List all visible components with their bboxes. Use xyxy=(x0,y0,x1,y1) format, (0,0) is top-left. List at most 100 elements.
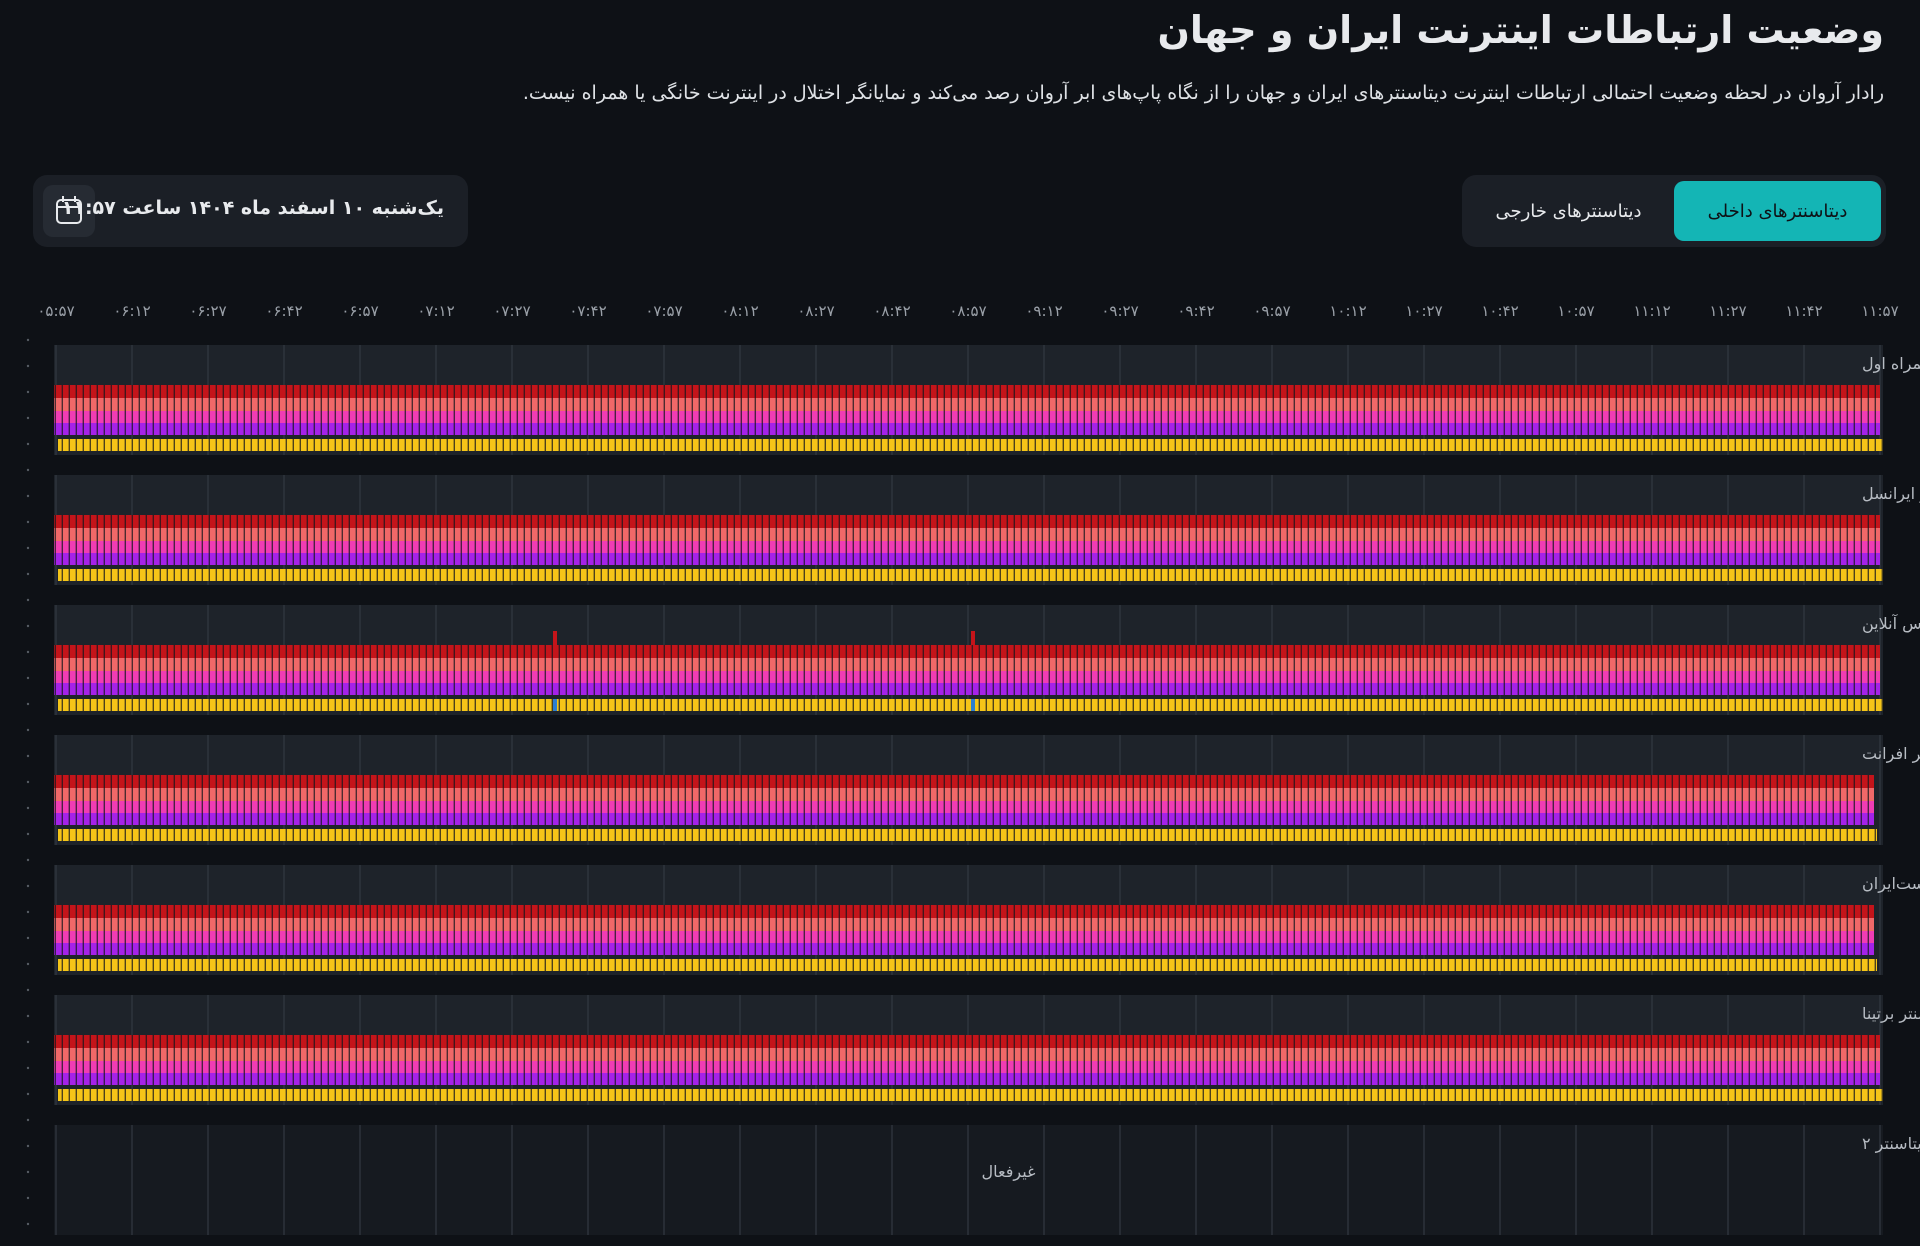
status-gaps xyxy=(54,905,1874,918)
row-label: تهران - دیتاسنتر ۲ xyxy=(1862,1134,1920,1154)
time-tick-label: ۰۷:۵۷ xyxy=(645,302,682,320)
axis-dot xyxy=(26,988,30,992)
row-label: تهران - دیتاسنتر هاست‌ایران xyxy=(1862,874,1920,894)
axis-dot xyxy=(26,884,30,888)
status-gaps xyxy=(58,1089,1883,1101)
axis-dot xyxy=(26,650,30,654)
axis-dot xyxy=(26,1170,30,1174)
status-gaps xyxy=(54,528,1880,541)
axis-dot xyxy=(26,1144,30,1148)
axis-dot xyxy=(26,546,30,550)
axis-dot xyxy=(26,1066,30,1070)
tab[interactable]: دیتاسنترهای داخلی xyxy=(1674,181,1881,241)
page-title: وضعیت ارتباطات اینترنت ایران و جهان xyxy=(1157,8,1884,52)
time-tick-label: ۰۷:۱۲ xyxy=(417,302,454,320)
time-tick-label: ۱۰:۱۲ xyxy=(1329,302,1366,320)
axis-dot xyxy=(26,390,30,394)
axis-dot xyxy=(26,936,30,940)
status-gaps xyxy=(54,645,1880,658)
row-label: تهران - دیتاسنتر افرانت xyxy=(1862,744,1920,764)
status-gaps xyxy=(54,931,1874,943)
outage-marker xyxy=(553,699,557,711)
status-gaps xyxy=(54,788,1874,801)
axis-dot xyxy=(26,910,30,914)
axis-dot xyxy=(26,494,30,498)
axis-dot xyxy=(26,338,30,342)
tab[interactable]: دیتاسنترهای خارجی xyxy=(1495,200,1642,222)
status-gaps xyxy=(54,541,1880,553)
status-gaps xyxy=(54,1048,1880,1061)
status-gaps xyxy=(54,423,1880,435)
time-tick-label: ۰۹:۱۲ xyxy=(1025,302,1062,320)
status-gaps xyxy=(54,385,1880,398)
axis-dot xyxy=(26,416,30,420)
axis-dot xyxy=(26,468,30,472)
axis-dot xyxy=(26,598,30,602)
axis-dot xyxy=(26,728,30,732)
axis-dot xyxy=(26,364,30,368)
date-picker[interactable]: یک‌شنبه ۱۰ اسفند ماه ۱۴۰۴ ساعت ۱۱:۵۷ xyxy=(33,175,468,247)
status-gaps xyxy=(54,1073,1880,1085)
row-label: تهران - دیتاسنتر ایرانسل xyxy=(1862,484,1920,504)
time-tick-label: ۰۶:۵۷ xyxy=(341,302,378,320)
status-gaps xyxy=(54,918,1874,931)
status-gaps xyxy=(58,959,1877,971)
status-gaps xyxy=(58,569,1883,581)
time-tick-label: ۰۵:۵۷ xyxy=(37,302,74,320)
calendar-button[interactable] xyxy=(43,185,95,237)
status-gaps xyxy=(54,515,1880,528)
axis-dot xyxy=(26,1118,30,1122)
axis-dot xyxy=(26,962,30,966)
calendar-icon xyxy=(56,196,82,224)
time-tick-label: ۰۸:۲۷ xyxy=(797,302,834,320)
axis-dot xyxy=(26,1222,30,1226)
axis-dot xyxy=(26,702,30,706)
time-tick-label: ۱۰:۵۷ xyxy=(1557,302,1594,320)
row-label: تهران - دیتاسنتر برتینا xyxy=(1862,1004,1920,1024)
axis-dot xyxy=(26,806,30,810)
time-tick-label: ۰۸:۵۷ xyxy=(949,302,986,320)
axis-dot xyxy=(26,1092,30,1096)
time-tick-label: ۱۱:۴۲ xyxy=(1785,302,1822,320)
tab-bar: دیتاسنترهای داخلی دیتاسنترهای خارجی xyxy=(1462,175,1886,247)
status-gaps xyxy=(54,813,1874,825)
row-label: تهران - دیتاسنتر همراه اول xyxy=(1862,354,1920,374)
axis-dot xyxy=(26,572,30,576)
status-gaps xyxy=(58,699,1883,711)
status-gaps xyxy=(54,398,1880,411)
axis-dot xyxy=(26,520,30,524)
status-gaps xyxy=(58,829,1877,841)
time-tick-label: ۱۱:۵۷ xyxy=(1861,302,1898,320)
date-label: یک‌شنبه ۱۰ اسفند ماه ۱۴۰۴ ساعت ۱۱:۵۷ xyxy=(61,197,444,219)
time-tick-label: ۰۶:۴۲ xyxy=(265,302,302,320)
axis-dot xyxy=(26,780,30,784)
page-subtitle: رادار آروان در لحظه وضعیت احتمالی ارتباط… xyxy=(522,82,1884,104)
status-chart: ۰۵:۵۷ ۰۶:۱۲ ۰۶:۲۷ ۰۶:۴۲ ۰۶:۵۷ ۰۷:۱۲ ۰۷:۲۷ ۰۷:۴۲… xyxy=(26,302,1920,1235)
axis-dot xyxy=(26,1014,30,1018)
outage-spike xyxy=(553,631,557,645)
status-gaps xyxy=(54,801,1874,813)
row-label: تهران - دیتاسنتر پارس آنلاین xyxy=(1862,614,1920,634)
time-tick-label: ۰۷:۲۷ xyxy=(493,302,530,320)
time-tick-label: ۰۸:۴۲ xyxy=(873,302,910,320)
row-status: غیرفعال xyxy=(982,1162,1036,1182)
time-tick-label: ۱۰:۴۲ xyxy=(1481,302,1518,320)
status-gaps xyxy=(54,1061,1880,1073)
outage-spike xyxy=(971,631,975,645)
time-tick-label: ۰۶:۲۷ xyxy=(189,302,226,320)
axis-dot xyxy=(26,676,30,680)
status-gaps xyxy=(54,775,1874,788)
status-gaps xyxy=(54,1035,1880,1048)
time-tick-label: ۰۹:۲۷ xyxy=(1101,302,1138,320)
time-tick-label: ۱۰:۲۷ xyxy=(1405,302,1442,320)
status-gaps xyxy=(54,671,1880,683)
axis-dot xyxy=(26,754,30,758)
time-tick-label: ۰۷:۴۲ xyxy=(569,302,606,320)
axis-dot xyxy=(26,858,30,862)
time-tick-label: ۱۱:۲۷ xyxy=(1709,302,1746,320)
axis-dot xyxy=(26,1196,30,1200)
status-gaps xyxy=(54,553,1880,565)
time-tick-label: ۰۸:۱۲ xyxy=(721,302,758,320)
axis-dot xyxy=(26,624,30,628)
